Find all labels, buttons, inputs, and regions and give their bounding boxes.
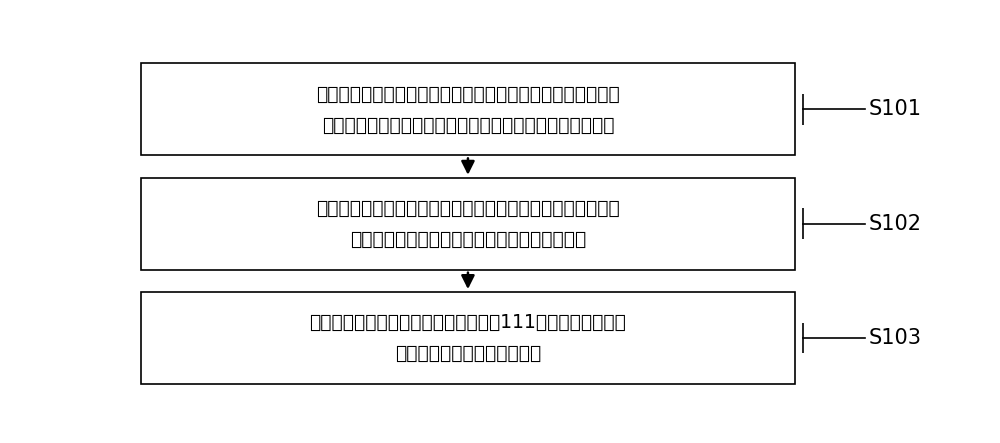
- Bar: [140, 63, 795, 155]
- Bar: [140, 292, 795, 384]
- Bar: [140, 178, 795, 270]
- Text: 根据浅埋煤层群层间双关键层的工作面矿压特征中大周期来压
时支架载荷大的特征，建立大周期来压工作面顶板结构模型: 根据浅埋煤层群层间双关键层的工作面矿压特征中大周期来压 时支架载荷大的特征，建立…: [316, 85, 620, 134]
- Text: S103: S103: [869, 328, 922, 348]
- Text: 根据支架载荷和支护效率，通过公式（111），确定浅埋煤层
群层间双关键层结构支架载荷: 根据支架载荷和支护效率，通过公式（111），确定浅埋煤层 群层间双关键层结构支架…: [310, 313, 626, 363]
- Text: S101: S101: [869, 99, 922, 120]
- Text: S102: S102: [869, 214, 922, 234]
- Text: 根据大周期来压工作面顶板结构模型，确定支架载荷为直接顶
重量和下位关键层斜台阶岩梁结构施加载荷之和: 根据大周期来压工作面顶板结构模型，确定支架载荷为直接顶 重量和下位关键层斜台阶岩…: [316, 199, 620, 249]
